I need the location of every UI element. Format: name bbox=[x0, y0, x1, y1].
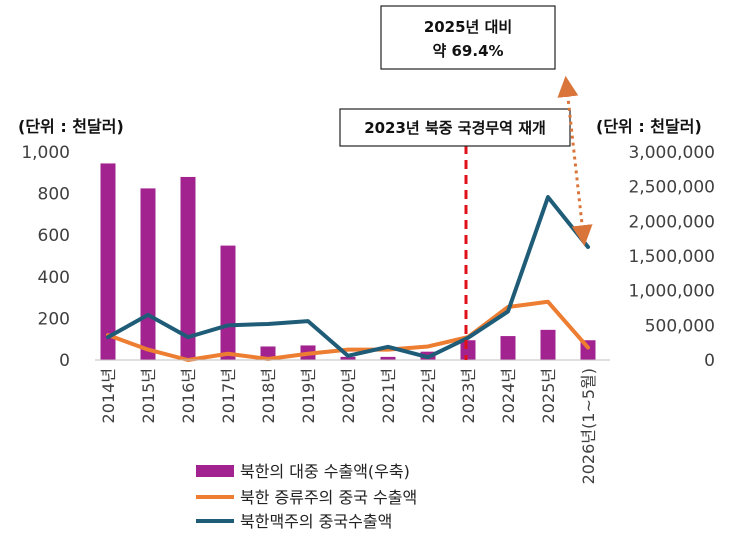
x-tick-8: 2022년 bbox=[419, 368, 438, 423]
right-axis-ticks: 0 500,000 1,000,000 1,500,000 2,000,000 2,500… bbox=[628, 143, 715, 371]
bar-11 bbox=[540, 329, 556, 360]
x-tick-1: 2015년 bbox=[139, 368, 158, 423]
x-tick-0: 2014년 bbox=[99, 368, 118, 423]
right-tick-1: 500,000 bbox=[645, 316, 715, 336]
left-axis-ticks: 0 200 400 600 800 1,000 bbox=[21, 143, 70, 371]
x-axis-ticks: 2014년 2015년 2016년 2017년 2018년 2019년 2020년 2021년… bbox=[99, 368, 598, 484]
left-tick-3: 600 bbox=[38, 226, 70, 246]
bar-1 bbox=[140, 188, 156, 360]
x-tick-7: 2021년 bbox=[379, 368, 398, 423]
bar-3 bbox=[220, 245, 236, 360]
x-tick-9: 2023년 bbox=[459, 368, 478, 423]
x-tick-5: 2019년 bbox=[299, 368, 318, 423]
line-series-2 bbox=[106, 195, 590, 360]
bar-2 bbox=[180, 176, 196, 360]
event-label: 2023년 북중 국경무역 재개 bbox=[364, 119, 546, 137]
x-tick-11: 2025년 bbox=[539, 368, 558, 423]
callout-arrow bbox=[557, 75, 593, 247]
left-tick-5: 1,000 bbox=[21, 143, 70, 163]
right-tick-0: 0 bbox=[704, 351, 715, 371]
bar-9 bbox=[460, 340, 476, 360]
bar-10 bbox=[500, 336, 516, 360]
left-tick-2: 400 bbox=[38, 268, 70, 288]
right-tick-3: 1,500,000 bbox=[628, 247, 715, 267]
bar-series bbox=[100, 163, 596, 360]
left-axis-unit: (단위 : 천달러) bbox=[18, 117, 124, 136]
right-tick-4: 2,000,000 bbox=[628, 212, 715, 232]
x-tick-3: 2017년 bbox=[219, 368, 238, 423]
right-tick-6: 3,000,000 bbox=[628, 143, 715, 163]
bar-6 bbox=[340, 356, 356, 360]
x-tick-12: 2026년(1~5월) bbox=[579, 368, 598, 484]
right-tick-5: 2,500,000 bbox=[628, 178, 715, 198]
x-tick-4: 2018년 bbox=[259, 368, 278, 423]
callout-line2: 약 69.4% bbox=[432, 42, 503, 60]
right-axis-unit: (단위 : 천달러) bbox=[596, 117, 702, 136]
legend-swatch-bar bbox=[196, 465, 234, 477]
right-tick-2: 1,000,000 bbox=[628, 282, 715, 302]
callout-line1: 2025년 대비 bbox=[424, 18, 512, 36]
x-tick-6: 2020년 bbox=[339, 368, 358, 423]
x-tick-10: 2024년 bbox=[499, 368, 518, 423]
legend-label-line1: 북한 증류주의 중국 수출액 bbox=[240, 488, 417, 507]
legend-label-line2: 북한맥주의 중국수출액 bbox=[240, 512, 392, 531]
bar-0 bbox=[100, 163, 116, 360]
legend-label-bar: 북한의 대중 수출액(우축) bbox=[240, 462, 410, 481]
left-tick-0: 0 bbox=[59, 351, 70, 371]
left-tick-4: 800 bbox=[38, 185, 70, 205]
line-series bbox=[106, 195, 590, 362]
legend: 북한의 대중 수출액(우축) 북한 증류주의 중국 수출액 북한맥주의 중국수출… bbox=[196, 462, 417, 531]
bar-7 bbox=[380, 356, 396, 360]
x-tick-2: 2016년 bbox=[179, 368, 198, 423]
left-tick-1: 200 bbox=[38, 309, 70, 329]
callout-box bbox=[380, 5, 556, 70]
